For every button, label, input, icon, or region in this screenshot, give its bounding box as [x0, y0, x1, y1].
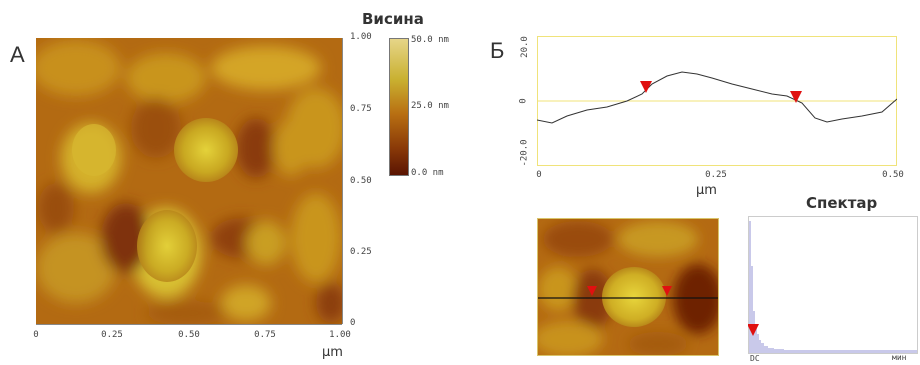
afm-y-tick-label: 0	[350, 318, 356, 328]
spectrum-marker	[748, 324, 759, 336]
profile-x-tick-label: 0.25	[705, 170, 727, 180]
panel-a-letter: А	[10, 42, 25, 67]
profile-y-tick-label: 0	[518, 98, 529, 104]
afm-y-tick-label: 0.25	[350, 247, 372, 257]
afm-x-unit: μm	[322, 345, 343, 360]
section-marker-left	[587, 286, 597, 296]
profile-y-tick-label: -20.0	[519, 139, 530, 167]
afm-y-tick-label: 1.00	[350, 32, 372, 42]
spectrum-x-right-label: мин	[892, 353, 907, 362]
profile-x-tick-label: 0	[536, 170, 542, 180]
afm-x-tick-label: 0	[33, 330, 39, 340]
afm-section-image	[537, 218, 719, 356]
afm-x-tick-label: 0.50	[178, 330, 200, 340]
spectrum-plot	[748, 216, 918, 354]
panel-b-letter: Б	[490, 38, 505, 63]
profile-marker-right	[790, 91, 802, 103]
profile-y-tick-label: 20.0	[519, 36, 530, 58]
afm-x-axis	[36, 324, 342, 325]
afm-y-tick-label: 0.75	[350, 104, 372, 114]
profile-marker-left	[640, 81, 652, 93]
afm-x-tick-label: 0.25	[101, 330, 123, 340]
afm-y-axis	[342, 38, 343, 324]
profile-x-unit: μm	[696, 183, 717, 198]
afm-y-tick-label: 0.50	[350, 176, 372, 186]
height-profile-plot	[537, 36, 897, 166]
profile-x-tick-label: 0.50	[882, 170, 904, 180]
section-marker-right	[662, 286, 672, 296]
colorbar-label-max: 50.0 nm	[411, 35, 449, 45]
colorbar-label-mid: 25.0 nm	[411, 101, 449, 111]
afm-x-tick-label: 0.75	[254, 330, 276, 340]
colorbar-label-min: 0.0 nm	[411, 168, 444, 178]
spectrum-title: Спектар	[806, 194, 878, 212]
afm-height-image	[36, 38, 342, 324]
afm-x-tick-label: 1.00	[329, 330, 351, 340]
colorbar-title: Висина	[362, 10, 424, 28]
height-colorbar	[389, 38, 409, 176]
spectrum-x-left-label: DC	[750, 354, 760, 363]
